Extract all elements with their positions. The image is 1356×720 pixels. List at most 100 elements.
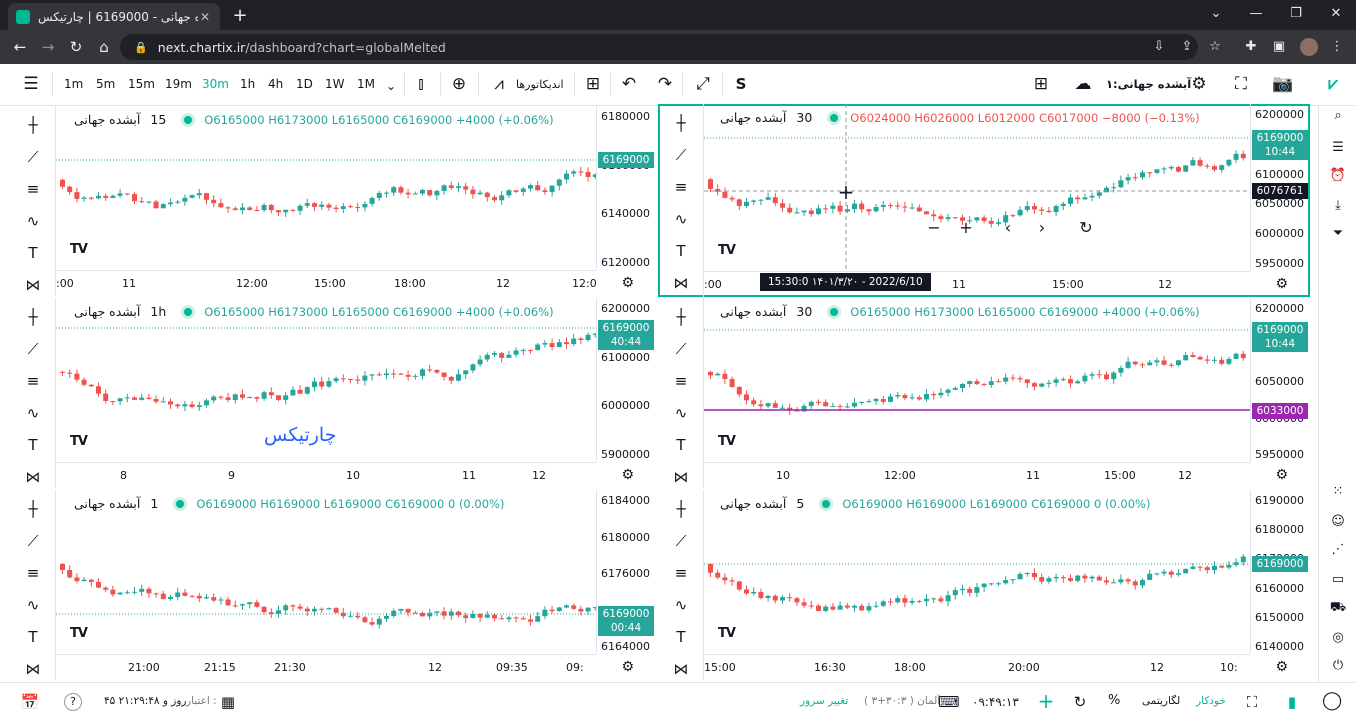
brush-tool-icon[interactable]: ∿ [674,404,688,422]
browser-tab[interactable]: آبشده جهانی - 6169000 | چارتیکس ✕ [8,3,220,30]
candlestick-plot[interactable] [704,104,1250,271]
chart-pane-1[interactable]: ┼ ⟋ ≡ ∿ T ⋈ آبشده جهانی 15 O6165000 H6173000 L61… [10,106,656,296]
account-icon[interactable]: ◯ [1322,690,1343,711]
price-axis[interactable]: 6200000615000061000006050000600000059500… [1250,104,1310,271]
keyboard-icon[interactable]: ⌨ [938,693,960,711]
chartix-logo-icon[interactable]: ⩗ [1328,74,1338,94]
price-axis[interactable]: 6200000 6100000 6000000 5900000 6169000 40:44 [596,298,656,462]
price-axis[interactable]: 6190000618000061700006160000615000061400… [1250,490,1310,654]
pattern-tool-icon[interactable]: ⋈ [673,468,689,486]
car-icon[interactable]: ⛟ [1329,600,1347,615]
pattern-tool-icon[interactable]: ⋈ [25,468,41,486]
tf-4h[interactable]: 4h [268,77,284,91]
brush-tool-icon[interactable]: ∿ [26,596,40,614]
brush-tool-icon[interactable]: ∿ [26,212,40,230]
tf-30m[interactable]: 30m [202,77,229,91]
share-network-icon[interactable]: ⋰ [1331,542,1345,557]
sidebar-toggle-icon[interactable]: ▣ [1272,39,1286,54]
tradingview-logo-icon[interactable]: TV [70,242,88,257]
bookmark-star-icon[interactable]: ☆ [1209,39,1221,54]
reload-icon[interactable]: ↻ [69,38,83,56]
chart-pane-6[interactable]: ┼ ⟋ ≡ ∿ T ⋈ آبشده جهانی 5 O6169000 H6169000 L616… [658,490,1310,680]
text-tool-icon[interactable]: T [28,244,38,262]
extensions-icon[interactable]: ✚ [1245,39,1257,54]
pane-settings-gear-icon[interactable]: ⚙ [621,659,634,675]
time-axis[interactable]: :00 11 15:00 12 15:30:0 ۱۴۰۱/۳/۲۰ - 2022/6/1… [704,271,1250,297]
log-scale-toggle[interactable]: لگاریتمی [1142,695,1181,707]
tradingview-logo-icon[interactable]: TV [70,626,88,641]
symbol-search-button[interactable]: S [735,75,747,93]
expand-icon[interactable]: ⛶ [1246,693,1258,711]
price-axis[interactable]: 6200000610000060500006000000595000061690… [1250,298,1310,462]
trendline-tool-icon[interactable]: ⟋ [675,146,687,164]
scroll-left-icon[interactable]: ‹ [1004,218,1012,237]
table-icon[interactable]: ⊞ [1033,74,1049,94]
text-tool-icon[interactable]: T [676,242,686,260]
fib-tool-icon[interactable]: ≡ [26,564,40,582]
tf-19m[interactable]: 19m [165,77,192,91]
fib-tool-icon[interactable]: ≡ [674,178,688,196]
scroll-right-icon[interactable]: › [1038,218,1046,237]
zoom-in-icon[interactable]: + [959,218,973,237]
chart-pane-2[interactable]: ┼ ⟋ ≡ ∿ T ⋈ آبشده جهانی 30 O6024000 H6026000 L60… [658,104,1310,297]
minimize-icon[interactable]: — [1249,6,1263,21]
chart-pane-5[interactable]: ┼ ⟋ ≡ ∿ T ⋈ آبشده جهانی 1 O6169000 H6169000 L616… [10,490,656,680]
chart-legend[interactable]: آبشده جهانی 30 O6024000 H6026000 L6012000 … [720,110,1200,125]
pane-settings-gear-icon[interactable]: ⚙ [1275,467,1288,483]
fib-tool-icon[interactable]: ≡ [674,564,688,582]
chart-legend[interactable]: آبشده جهانی 30 O6165000 H6173000 L6165000 … [720,304,1200,319]
brush-tool-icon[interactable]: ∿ [26,404,40,422]
time-axis[interactable]: 21:00 21:15 21:30 12 09:35 09: [56,654,596,680]
calendar-add-icon[interactable]: 📅 [20,693,40,711]
text-tool-icon[interactable]: T [28,628,38,646]
brush-tool-icon[interactable]: ∿ [674,210,688,228]
candlestick-plot[interactable] [704,490,1250,654]
tf-1h[interactable]: 1h [240,77,256,91]
text-tool-icon[interactable]: T [676,628,686,646]
crosshair-tool-icon[interactable]: ┼ [676,114,686,132]
pattern-tool-icon[interactable]: ⋈ [673,274,689,292]
filter-icon[interactable]: ⏷ [1332,226,1344,241]
calendar-icon[interactable]: ▦ [220,693,236,711]
settings-gear-icon[interactable]: ⚙ [1191,74,1207,94]
layout-name[interactable]: آبشده جهانی:۱ [1106,77,1192,91]
time-axis[interactable]: 10 12:00 11 15:00 12 [704,462,1250,488]
chart-pane-4[interactable]: ┼ ⟋ ≡ ∿ T ⋈ آبشده جهانی 30 O6165000 H6173000 L61… [658,298,1310,488]
time-axis[interactable]: 8 9 10 11 12 [56,462,596,488]
chart-legend[interactable]: آبشده جهانی 15 O6165000 H6173000 L6165000 … [74,112,554,127]
chart-legend[interactable]: آبشده جهانی 1 O6169000 H6169000 L6169000 C… [74,496,504,511]
crosshair-tool-icon[interactable]: ┼ [28,116,38,134]
pattern-tool-icon[interactable]: ⋈ [673,660,689,678]
tradingview-logo-icon[interactable]: TV [718,626,736,641]
tradingview-logo-icon[interactable]: TV [70,434,88,449]
tradingview-logo-icon[interactable]: TV [718,434,736,449]
compare-add-icon[interactable]: ⊕ [451,74,467,94]
widgets-icon[interactable]: ⁙ [1332,484,1344,499]
user-support-icon[interactable]: ☺ [1331,514,1345,529]
card-icon[interactable]: ▭ [1331,572,1345,587]
time-axis[interactable]: :00 11 12:00 15:00 18:00 12 12:0 [56,270,597,296]
pane-settings-gear-icon[interactable]: ⚙ [621,467,634,483]
pane-settings-gear-icon[interactable]: ⚙ [621,275,634,291]
tradingview-logo-icon[interactable]: TV [718,243,736,258]
refresh-icon[interactable]: ↻ [1073,693,1087,711]
maximize-icon[interactable]: ❐ [1290,6,1302,21]
url-input[interactable]: 🔒 next.chartix.ir /dashboard?chart=globa… [120,34,1198,60]
trendline-tool-icon[interactable]: ⟋ [675,532,687,550]
percent-toggle[interactable]: % [1108,693,1121,708]
chart-pane-3[interactable]: ┼ ⟋ ≡ ∿ T ⋈ آبشده جهانی 1h O6165000 H6173000 L61… [10,298,656,488]
zoom-out-icon[interactable]: − [927,218,941,237]
reset-view-icon[interactable]: ↻ [1079,218,1093,237]
chart-legend[interactable]: آبشده جهانی 5 O6169000 H6169000 L6169000 C… [720,496,1150,511]
tf-1d[interactable]: 1D [296,77,313,91]
crosshair-tool-icon[interactable]: ┼ [676,500,686,518]
crosshair-tool-icon[interactable]: ┼ [28,308,38,326]
search-icon[interactable]: ⌕ [1334,108,1342,123]
back-icon[interactable]: ← [13,38,27,56]
pattern-tool-icon[interactable]: ⋈ [25,276,41,294]
target-icon[interactable]: ◎ [1332,630,1344,645]
candlestick-plot[interactable] [56,490,596,654]
download-icon[interactable]: ⤓ [1335,198,1341,213]
fullscreen-icon[interactable]: ⛶ [1235,74,1247,94]
help-icon[interactable]: ? [64,693,82,711]
